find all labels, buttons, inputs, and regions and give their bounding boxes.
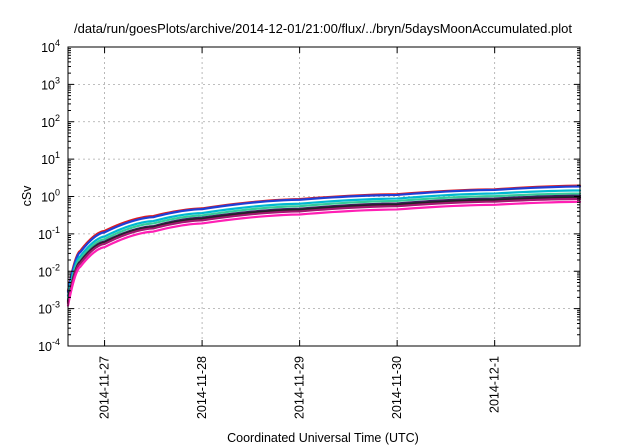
y-tick-label: 10-3 [38,300,60,317]
y-tick-label: 10-4 [38,337,60,354]
series-line-2 [66,185,582,294]
series-line-4 [66,192,582,301]
series-lines [66,184,582,307]
series-line-3 [66,189,582,297]
y-tick-label: 104 [41,38,60,55]
series-line-8 [66,200,582,307]
x-tick-label: 2014-11-28 [195,356,209,419]
y-axis-ticks: 10-4 10-3 10-2 10-1 100 101 102 103 104 [38,38,580,354]
x-tick-label: 2014-11-30 [390,356,404,419]
x-axis-label: Coordinated Universal Time (UTC) [227,431,419,445]
x-axis-ticks: 2014-11-27 2014-11-28 2014-11-29 2014-11-30… [98,47,502,419]
x-tick-label: 2014-11-27 [98,356,112,419]
series-line-5 [66,194,582,303]
chart-title: /data/run/goesPlots/archive/2014-12-01/2… [74,21,572,36]
y-tick-label: 100 [41,188,60,205]
y-axis-label: cSv [20,185,34,207]
y-tick-label: 10-1 [38,225,60,242]
y-tick-label: 102 [41,113,60,130]
y-tick-label: 103 [41,75,60,92]
grid [68,47,580,346]
x-tick-label: 2014-12-1 [488,356,502,413]
y-tick-label: 10-2 [38,262,60,279]
y-tick-label: 101 [41,150,60,167]
x-tick-label: 2014-11-29 [293,356,307,419]
series-line-7 [66,197,582,305]
